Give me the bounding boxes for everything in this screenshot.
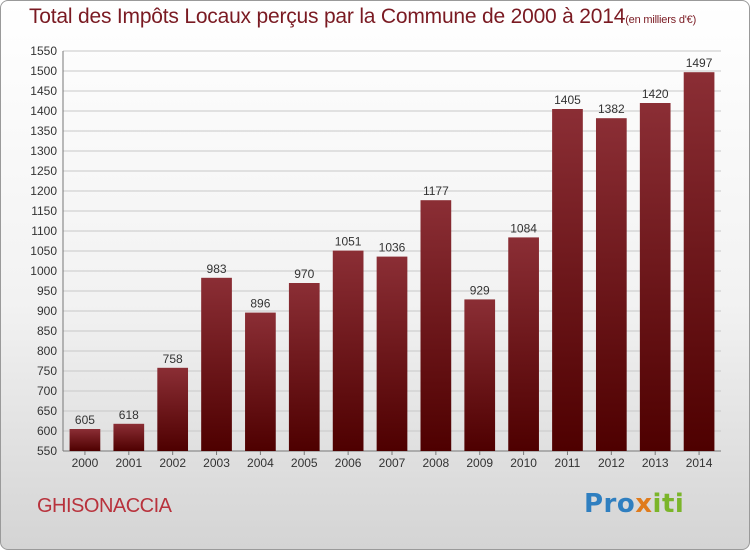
x-tick-label: 2014 (686, 456, 713, 470)
y-tick-label: 1550 (30, 44, 57, 58)
bar-2004 (245, 312, 276, 451)
x-tick-label: 2002 (159, 456, 186, 470)
bar-2008 (420, 200, 452, 451)
x-tick-label: 2000 (72, 456, 99, 470)
bar-value-label: 1177 (423, 184, 449, 198)
y-tick-label: 1150 (31, 204, 57, 218)
bar-value-label: 1382 (598, 102, 625, 116)
bar-2007 (376, 256, 408, 451)
x-tick-label: 2004 (247, 456, 274, 470)
bars: 605 618 758 983 896 970 1051 1036 1177 929 1084 140… (69, 56, 715, 451)
y-tick-label: 1400 (30, 104, 57, 118)
bar-value-label: 1084 (510, 221, 537, 235)
x-tick-label: 2013 (642, 456, 669, 470)
y-tick-label: 1300 (30, 144, 57, 158)
x-tick-label: 2012 (598, 456, 625, 470)
y-tick-label: 850 (37, 324, 57, 338)
bar-value-label: 983 (207, 262, 227, 276)
bar-2005 (288, 283, 320, 451)
bar-value-label: 1420 (642, 87, 669, 101)
bar-2012 (595, 118, 627, 451)
chart-title: Total des Impôts Locaux perçus par la Co… (29, 5, 696, 29)
x-tick-label: 2007 (379, 456, 406, 470)
commune-name: GHISONACCIA (37, 495, 172, 517)
bar-value-label: 618 (119, 408, 139, 422)
chart-subtitle: (en milliers d'€) (625, 14, 697, 26)
bar-value-label: 896 (250, 297, 270, 311)
bar-value-label: 1036 (379, 241, 406, 255)
bar-2003 (201, 277, 232, 451)
x-tick-label: 2001 (115, 456, 142, 470)
logo-part-3: iti (652, 489, 685, 519)
bar-value-label: 758 (163, 352, 183, 366)
bar-2009 (464, 299, 496, 451)
x-tick-label: 2009 (466, 456, 493, 470)
y-tick-label: 1500 (30, 64, 57, 78)
x-tick-label: 2003 (203, 456, 230, 470)
y-tick-label: 1250 (30, 164, 57, 178)
y-tick-label: 550 (37, 444, 57, 458)
bar-2010 (508, 237, 539, 451)
logo-part-2: x (635, 489, 653, 519)
x-axis: 2000 2001 2002 2003 2004 2005 2006 2007 2008 2009… (72, 451, 713, 470)
bar-2014 (683, 72, 715, 451)
bar-value-label: 1051 (335, 235, 362, 249)
bar-2001 (113, 423, 145, 451)
y-tick-label: 600 (37, 424, 57, 438)
x-tick-label: 2011 (555, 456, 581, 470)
y-tick-label: 1050 (30, 244, 57, 258)
x-tick-label: 2005 (291, 456, 318, 470)
y-tick-label: 1450 (30, 84, 57, 98)
y-tick-label: 950 (37, 284, 57, 298)
bar-value-label: 970 (294, 267, 314, 281)
y-tick-label: 1100 (31, 224, 57, 238)
y-tick-label: 1000 (30, 264, 57, 278)
bar-2011 (552, 109, 583, 451)
bar-2002 (157, 367, 189, 451)
bar-2013 (639, 103, 671, 451)
y-tick-label: 650 (37, 404, 57, 418)
x-tick-label: 2010 (510, 456, 537, 470)
x-tick-label: 2008 (423, 456, 450, 470)
y-tick-label: 1200 (30, 184, 57, 198)
y-tick-label: 750 (37, 364, 57, 378)
bar-value-label: 1497 (686, 56, 713, 70)
y-tick-label: 700 (37, 384, 57, 398)
bar-2006 (332, 250, 364, 451)
bar-value-label: 605 (75, 413, 95, 427)
bar-2000 (69, 429, 101, 451)
y-tick-label: 800 (37, 344, 57, 358)
y-tick-label: 1350 (30, 124, 57, 138)
x-tick-label: 2006 (335, 456, 362, 470)
bar-value-label: 1405 (554, 93, 581, 107)
bar-value-label: 929 (470, 283, 490, 297)
chart-title-text: Total des Impôts Locaux perçus par la Co… (29, 5, 626, 28)
proxiti-logo: Proxiti (584, 489, 684, 519)
logo-part-1: Pro (584, 489, 636, 519)
y-tick-label: 900 (37, 304, 57, 318)
